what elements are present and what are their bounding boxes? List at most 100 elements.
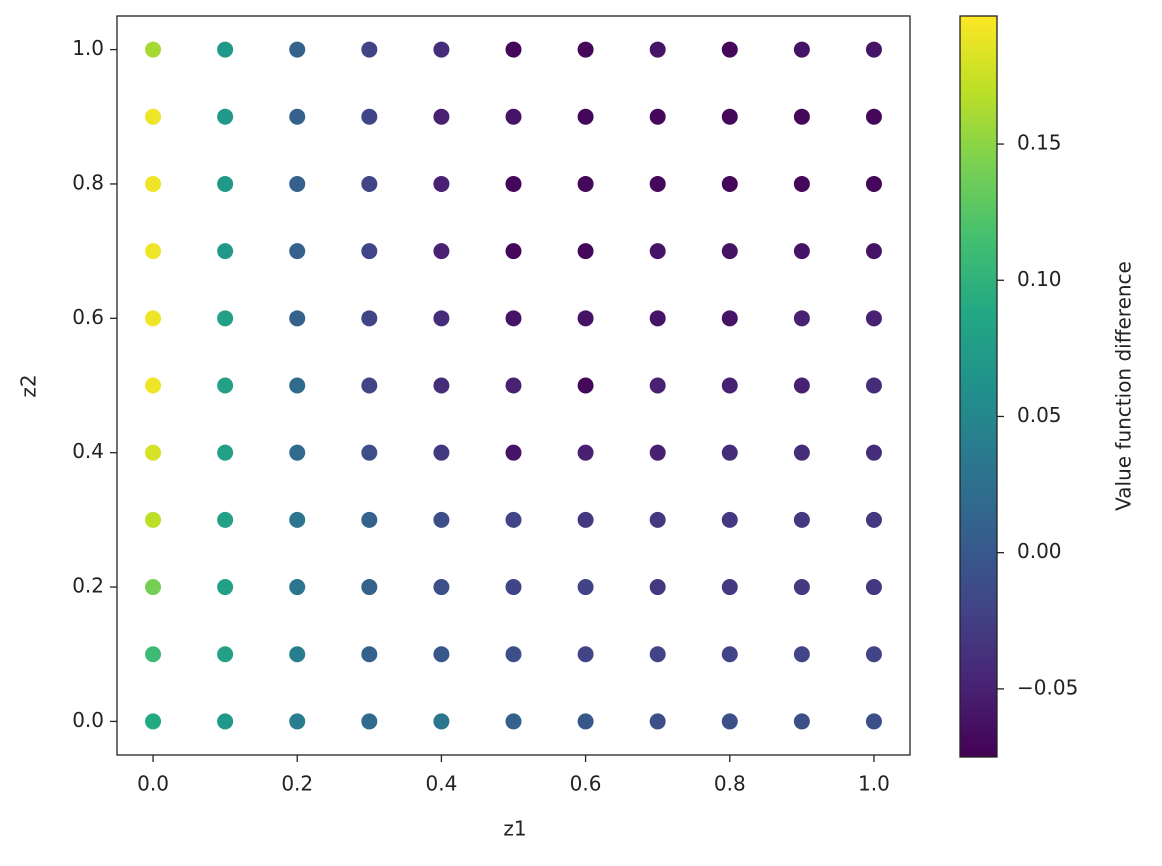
y-tick-label: 0.8 — [72, 170, 104, 194]
point — [361, 310, 378, 327]
point — [793, 108, 810, 125]
point — [505, 713, 522, 730]
point — [145, 646, 162, 663]
colorbar-tick-label: −0.05 — [1017, 675, 1078, 699]
point — [721, 310, 738, 327]
point — [649, 444, 666, 461]
point — [145, 108, 162, 125]
point — [217, 646, 234, 663]
point — [577, 511, 594, 528]
point — [289, 310, 306, 327]
point — [865, 377, 882, 394]
point — [505, 646, 522, 663]
point — [577, 444, 594, 461]
point — [649, 310, 666, 327]
point — [793, 243, 810, 260]
point — [145, 243, 162, 260]
point — [577, 243, 594, 260]
point — [433, 41, 450, 58]
point — [505, 41, 522, 58]
point — [793, 511, 810, 528]
x-tick-label: 0.4 — [426, 772, 458, 796]
point — [721, 646, 738, 663]
point — [361, 713, 378, 730]
point — [505, 108, 522, 125]
point — [793, 444, 810, 461]
colorbar-tick-label: 0.10 — [1017, 267, 1062, 291]
point — [505, 175, 522, 192]
x-tick-label: 0.6 — [570, 772, 602, 796]
plot-frame — [116, 15, 911, 756]
point — [289, 175, 306, 192]
y-axis-label: z2 — [17, 374, 41, 397]
y-tick-label: 1.0 — [72, 36, 104, 60]
point — [505, 511, 522, 528]
point — [361, 377, 378, 394]
y-tick-label: 0.0 — [72, 708, 104, 732]
point — [721, 511, 738, 528]
point — [145, 579, 162, 596]
point — [433, 444, 450, 461]
point — [433, 243, 450, 260]
point — [145, 713, 162, 730]
colorbar-tick-label: 0.05 — [1017, 403, 1062, 427]
x-tick-label: 1.0 — [858, 772, 890, 796]
point — [793, 175, 810, 192]
point — [505, 377, 522, 394]
point — [433, 511, 450, 528]
point — [793, 646, 810, 663]
point — [865, 646, 882, 663]
point — [865, 444, 882, 461]
point — [577, 646, 594, 663]
point — [433, 108, 450, 125]
x-axis-label: z1 — [503, 817, 526, 841]
point — [289, 511, 306, 528]
point — [217, 175, 234, 192]
point — [865, 511, 882, 528]
colorbar-tick-label: 0.00 — [1017, 539, 1062, 563]
point — [289, 579, 306, 596]
point — [433, 713, 450, 730]
point — [217, 511, 234, 528]
point — [289, 646, 306, 663]
point — [361, 243, 378, 260]
colorbar-label: Value function difference — [1112, 261, 1136, 511]
point — [361, 579, 378, 596]
point — [649, 243, 666, 260]
point — [361, 108, 378, 125]
point — [361, 646, 378, 663]
y-tick-label: 0.4 — [72, 439, 104, 463]
point — [793, 41, 810, 58]
point — [721, 243, 738, 260]
point — [649, 646, 666, 663]
point — [865, 175, 882, 192]
point — [433, 377, 450, 394]
point — [289, 243, 306, 260]
point — [217, 713, 234, 730]
y-tick-label: 0.2 — [72, 574, 104, 598]
point — [433, 646, 450, 663]
point — [649, 713, 666, 730]
point — [217, 243, 234, 260]
point — [433, 310, 450, 327]
point — [865, 310, 882, 327]
point — [217, 310, 234, 327]
point — [217, 377, 234, 394]
point — [577, 175, 594, 192]
point — [433, 579, 450, 596]
point — [577, 377, 594, 394]
point — [145, 310, 162, 327]
point — [145, 175, 162, 192]
point — [145, 41, 162, 58]
point — [505, 310, 522, 327]
point — [361, 41, 378, 58]
point — [289, 713, 306, 730]
point — [289, 377, 306, 394]
x-tick-label: 0.8 — [714, 772, 746, 796]
x-tick-label: 0.2 — [281, 772, 313, 796]
point — [433, 175, 450, 192]
point — [577, 713, 594, 730]
point — [721, 713, 738, 730]
